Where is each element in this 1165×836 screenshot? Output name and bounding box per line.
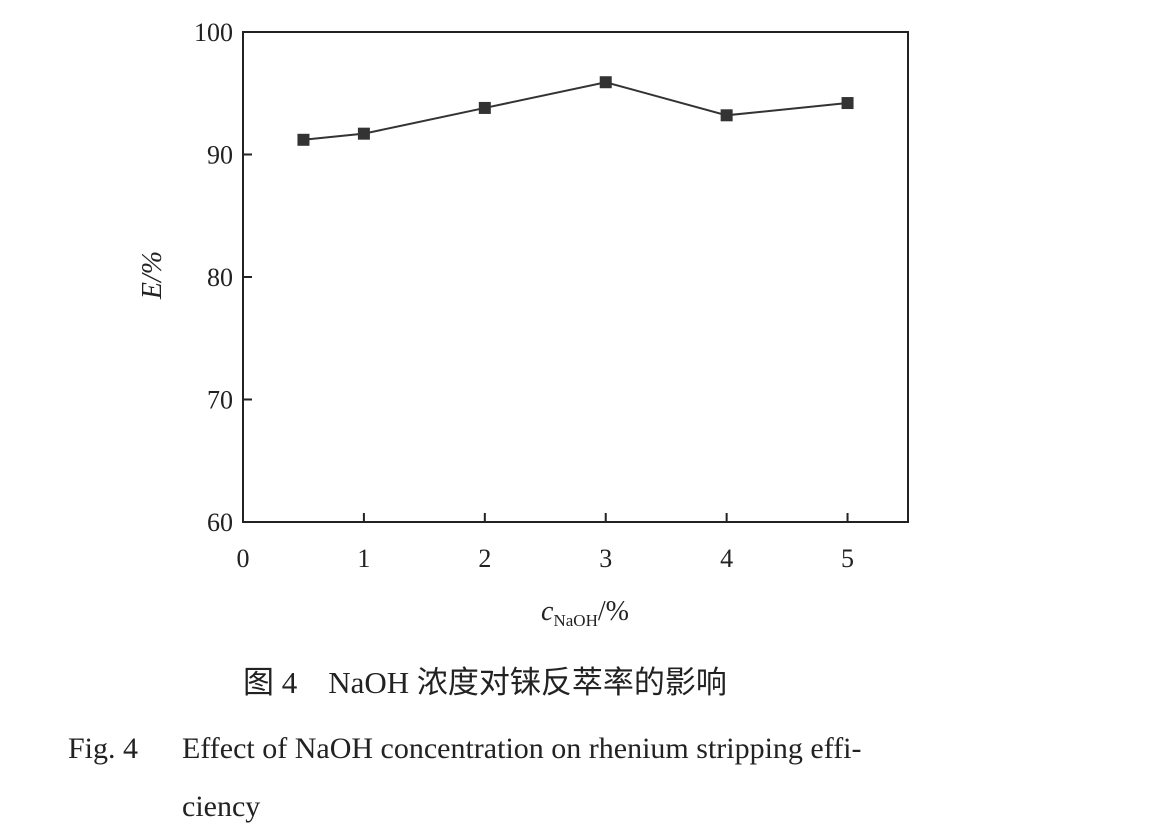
- x-tick-label: 4: [720, 544, 733, 573]
- y-tick-label: 100: [194, 18, 233, 47]
- caption-english-line-2: ciency: [182, 790, 261, 823]
- x-axis-title-symbol: c: [541, 596, 554, 627]
- y-axis-title: E/%: [137, 251, 168, 300]
- caption-english-line-1: Fig. 4 Effect of NaOH concentration on rh…: [68, 720, 998, 778]
- data-point-marker: [599, 76, 612, 89]
- x-axis-title-unit: /%: [598, 596, 629, 627]
- y-tick-label: 60: [207, 508, 233, 537]
- y-tick-label: 80: [207, 263, 233, 292]
- x-tick-label: 5: [841, 544, 854, 573]
- data-point-marker: [357, 127, 370, 140]
- x-tick-label: 2: [478, 544, 491, 573]
- y-axis: 60 70 80 90 100: [194, 18, 252, 537]
- data-point-marker: [478, 101, 491, 114]
- figure-caption-chinese: 图 4 NaOH 浓度对铼反萃率的影响: [243, 665, 727, 700]
- figure-number: Fig. 4: [68, 732, 139, 765]
- line-chart: 60 70 80 90 100 0 1 2 3 4 5 E/% cNaOH/%: [137, 18, 909, 630]
- series-line: [303, 81, 848, 141]
- data-point-marker: [297, 133, 310, 146]
- x-axis-title-subscript: NaOH: [553, 611, 597, 630]
- x-tick-label: 3: [599, 544, 612, 573]
- x-tick-label: 1: [357, 544, 370, 573]
- series-markers: [297, 76, 854, 146]
- y-tick-label: 90: [207, 141, 233, 170]
- x-axis-title: cNaOH/%: [541, 596, 629, 630]
- y-tick-label: 70: [207, 386, 233, 415]
- data-point-marker: [720, 109, 733, 122]
- x-tick-label: 0: [237, 544, 250, 573]
- data-point-marker: [841, 97, 854, 110]
- figure-caption-english: Fig. 4 Effect of NaOH concentration on rh…: [68, 720, 998, 836]
- x-axis: 0 1 2 3 4 5: [237, 513, 854, 573]
- plot-frame: [242, 31, 909, 523]
- caption-english-text-1: Effect of NaOH concentration on rhenium …: [182, 732, 862, 765]
